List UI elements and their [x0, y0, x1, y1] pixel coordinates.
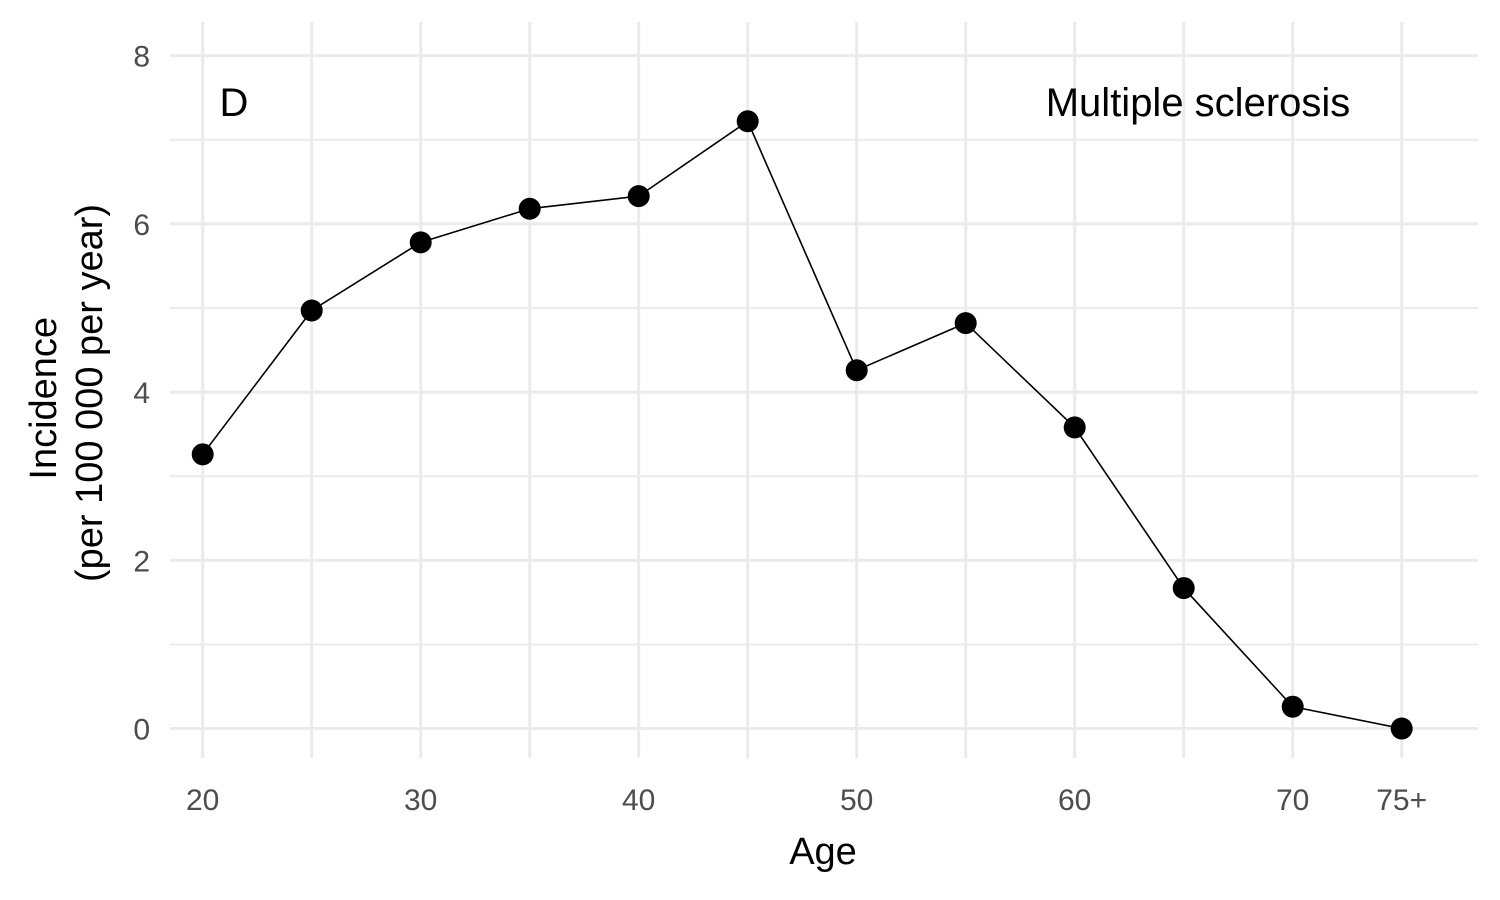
data-point [954, 312, 977, 335]
data-point [1063, 416, 1086, 439]
data-point [845, 359, 868, 382]
x-tick-label: 75+ [1376, 784, 1427, 817]
panel-label: D [220, 81, 249, 125]
data-point [1390, 717, 1413, 740]
y-tick-label: 6 [133, 209, 150, 242]
x-tick-label: 50 [840, 784, 873, 817]
x-tick-labels: 20 30 40 50 60 70 75+ [186, 784, 1427, 817]
x-tick-label: 70 [1276, 784, 1309, 817]
y-tick-label: 8 [133, 41, 150, 74]
data-point [409, 231, 432, 254]
data-point [736, 110, 759, 133]
series-line [202, 120, 1402, 730]
data-point [300, 299, 323, 322]
y-tick-labels: 0 2 4 6 8 [133, 41, 150, 747]
data-point [1172, 577, 1195, 600]
y-tick-label: 0 [133, 714, 150, 747]
series-group [191, 110, 1413, 740]
y-axis-title: Incidence (per 100 000 per year) [23, 204, 111, 582]
x-tick-label: 60 [1058, 784, 1091, 817]
data-point [191, 443, 214, 466]
x-tick-label: 30 [404, 784, 437, 817]
x-axis-title: Age [789, 831, 857, 873]
y-tick-label: 2 [133, 545, 150, 578]
y-axis-title-line-2: (per 100 000 per year) [69, 204, 111, 582]
x-tick-label: 40 [622, 784, 655, 817]
y-axis-title-line-1: Incidence [23, 317, 65, 480]
data-point [518, 197, 541, 220]
x-tick-label: 20 [186, 784, 219, 817]
y-tick-label: 4 [133, 377, 150, 410]
data-point [1281, 695, 1304, 718]
chart-annotation: Multiple sclerosis [1046, 81, 1351, 125]
data-point [627, 185, 650, 208]
grid-lines [170, 22, 1478, 758]
